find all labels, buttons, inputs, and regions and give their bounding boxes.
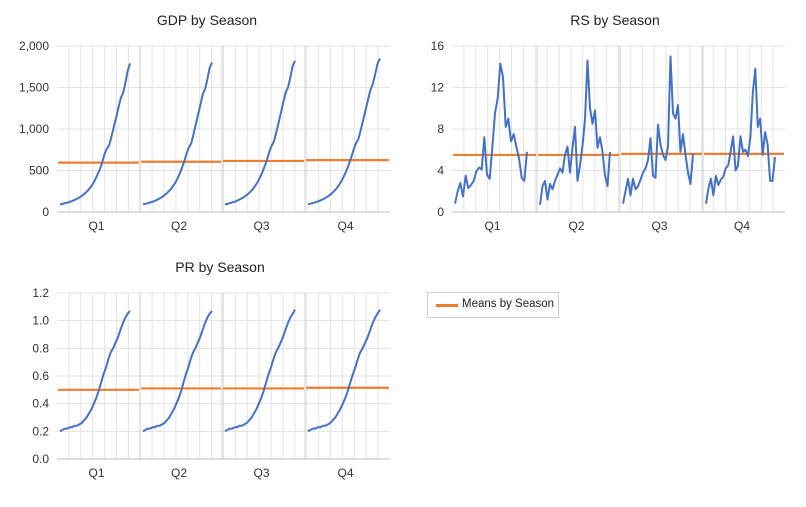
series-line-q3 <box>622 55 694 204</box>
y-tick-label: 0.6 <box>32 369 49 383</box>
pr-chart-panel: PR by Season 0.0 0.2 0.4 0.6 0.8 1.0 1.2 Q1 Q2 Q3… <box>0 250 400 507</box>
series-line-q2 <box>539 59 611 205</box>
legend-label-means: Means by Season <box>462 298 555 310</box>
y-tick-label: 8 <box>437 122 444 136</box>
y-tick-label: 12 <box>431 81 445 95</box>
chart-legend: Means by Season <box>427 292 559 318</box>
y-tick-label: 1,000 <box>19 122 49 136</box>
y-tick-label: 1,500 <box>19 81 49 95</box>
chart-title: GDP by Season <box>156 12 258 28</box>
series-line-q3 <box>224 309 296 433</box>
x-category-label: Q3 <box>651 219 667 233</box>
gdp-chart-svg: 0 500 1,000 1,500 2,000 Q1 Q2 Q3 Q4 <box>19 39 390 233</box>
y-tick-label: 4 <box>437 164 444 178</box>
y-tick-label: 1.2 <box>32 286 49 300</box>
x-category-label: Q4 <box>337 219 353 233</box>
y-tick-label: 0.2 <box>32 424 49 438</box>
y-tick-label: 16 <box>431 39 445 53</box>
y-tick-label: 0.8 <box>32 341 49 355</box>
series-line-q2 <box>142 62 213 206</box>
series-line-q1 <box>454 62 528 204</box>
y-tick-label: 500 <box>29 164 49 178</box>
y-tick-label: 1.0 <box>32 314 49 328</box>
y-tick-label: 0.0 <box>32 452 49 466</box>
x-category-label: Q4 <box>734 219 750 233</box>
gdp-chart-panel: GDP by Season 0 500 1,000 1,500 2,000 Q1 Q2 Q3 Q… <box>0 0 400 240</box>
rs-chart-panel: RS by Season 0 4 8 12 16 Q1 Q2 Q3 Q4 <box>400 0 806 240</box>
y-tick-label: 0.4 <box>32 397 49 411</box>
x-category-label: Q3 <box>253 466 269 480</box>
pr-chart-svg: 0.0 0.2 0.4 0.6 0.8 1.0 1.2 Q1 Q2 Q3 Q4 <box>32 286 390 480</box>
chart-title: RS by Season <box>570 12 660 28</box>
y-tick-label: 2,000 <box>19 39 49 53</box>
y-tick-label: 0 <box>42 205 49 219</box>
x-category-label: Q2 <box>171 466 187 480</box>
series-line-q4 <box>307 57 381 206</box>
series-line-q2 <box>142 310 213 433</box>
chart-title: PR by Season <box>175 259 265 275</box>
x-category-label: Q3 <box>253 219 269 233</box>
x-category-label: Q1 <box>88 219 104 233</box>
x-category-label: Q2 <box>171 219 187 233</box>
x-category-label: Q1 <box>484 219 500 233</box>
x-category-label: Q2 <box>568 219 584 233</box>
y-tick-label: 0 <box>437 205 444 219</box>
series-line-q1 <box>59 310 131 433</box>
series-line-q4 <box>307 309 381 433</box>
x-category-label: Q4 <box>337 466 353 480</box>
legend-swatch-means <box>436 304 458 307</box>
series-line-q1 <box>59 63 131 206</box>
series-line-q3 <box>224 60 296 206</box>
series-line-q4 <box>705 67 776 204</box>
x-category-label: Q1 <box>88 466 104 480</box>
rs-chart-svg: 0 4 8 12 16 Q1 Q2 Q3 Q4 <box>431 39 785 233</box>
